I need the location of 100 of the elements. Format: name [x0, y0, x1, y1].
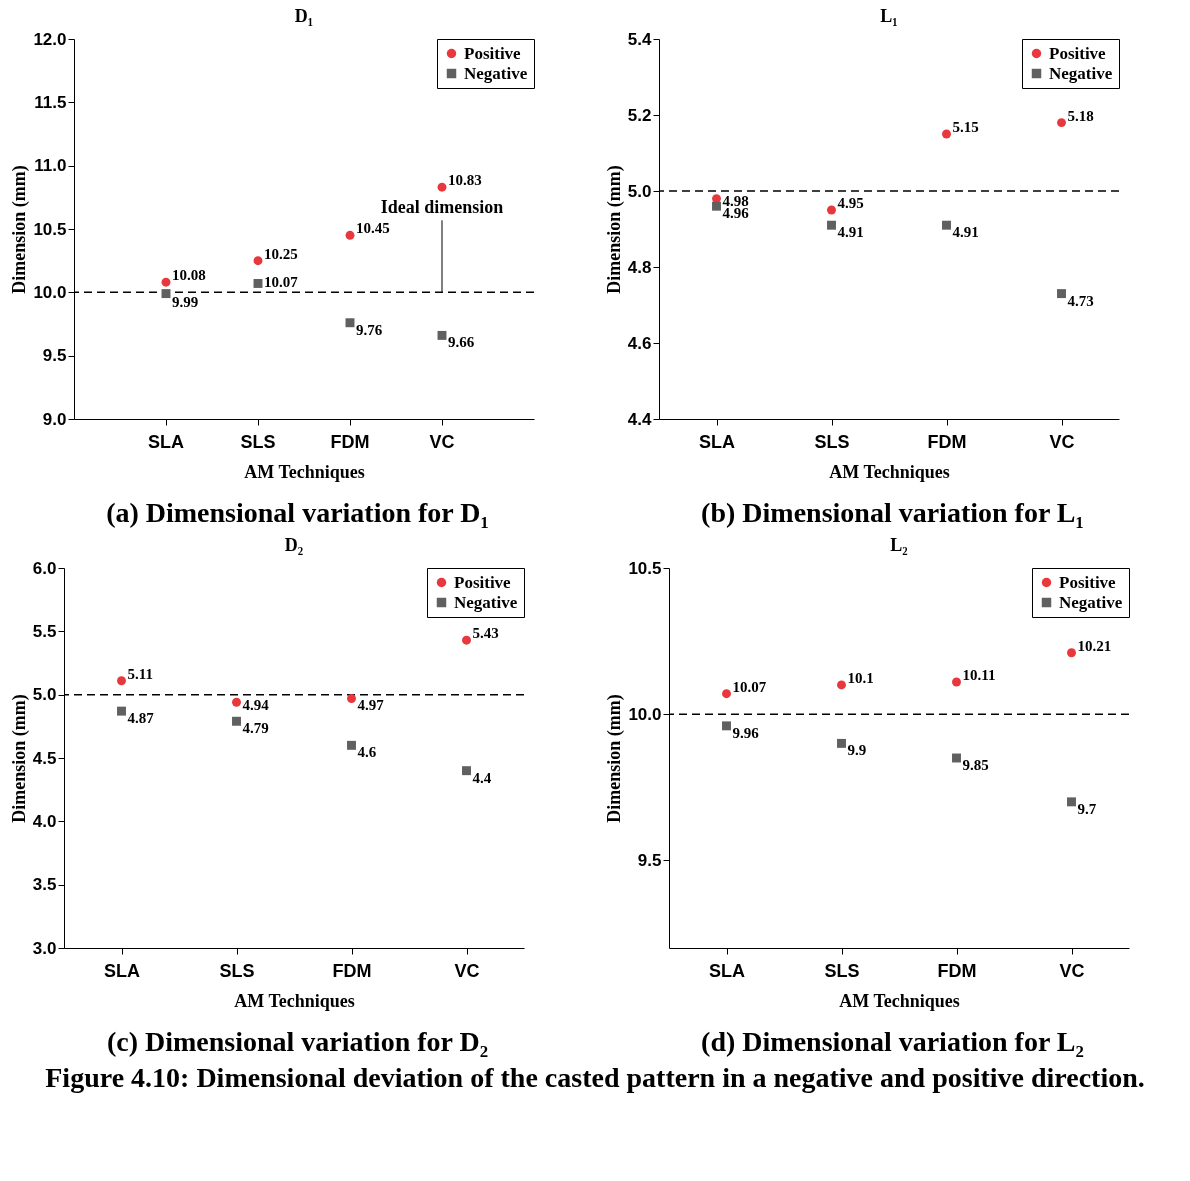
legend-label: Positive: [1059, 572, 1117, 592]
point: [117, 676, 126, 686]
data-label: 10.25: [264, 245, 298, 262]
y-tick-label: 11.0: [34, 156, 67, 176]
x-tick-label: FDM: [927, 431, 967, 452]
point: [232, 697, 241, 707]
data-label: 9.76: [356, 321, 383, 338]
data-label: 10.83: [448, 172, 482, 189]
data-label: 5.11: [127, 665, 153, 682]
y-tick-label: 4.5: [32, 748, 57, 768]
data-label: 9.9: [847, 742, 867, 759]
y-tick-label: 5.2: [627, 105, 652, 125]
y-tick-label: 12.0: [33, 29, 67, 49]
chart-title: L₂: [890, 535, 908, 555]
y-tick-label: 10.5: [33, 219, 67, 239]
data-label: 4.91: [837, 224, 864, 241]
point: [722, 689, 731, 699]
y-tick-label: 5.0: [627, 181, 652, 201]
data-label: 4.95: [837, 195, 864, 211]
data-label: 10.21: [1077, 637, 1112, 654]
legend-label: Negative: [1059, 592, 1123, 612]
x-tick-label: SLS: [219, 960, 255, 981]
data-label: 10.07: [732, 678, 767, 695]
data-label: 4.4: [472, 769, 492, 786]
x-tick-label: SLA: [699, 431, 735, 452]
x-tick-label: FDM: [937, 960, 977, 981]
y-tick-label: 5.0: [32, 685, 57, 705]
x-tick-label: SLA: [709, 960, 745, 981]
data-label: 10.07: [264, 274, 299, 291]
data-label: 4.87: [127, 710, 155, 727]
data-label: 5.18: [1067, 107, 1094, 124]
point: [837, 680, 846, 690]
data-label: 10.1: [847, 669, 874, 686]
legend-label: Negative: [454, 592, 518, 612]
x-tick-label: SLS: [240, 431, 276, 452]
y-tick-label: 4.6: [627, 333, 652, 353]
chart-title: L₁: [880, 6, 898, 26]
point: [942, 220, 951, 230]
data-label: 10.45: [356, 220, 390, 237]
data-label: 4.6: [357, 744, 377, 761]
y-tick-label: 4.8: [627, 257, 652, 277]
point: [232, 716, 241, 726]
point: [347, 740, 356, 750]
point: [462, 766, 471, 776]
point: [253, 256, 263, 266]
data-label: 10.08: [172, 267, 206, 284]
x-tick-label: VC: [454, 960, 480, 981]
y-axis-title: Dimension (mm): [604, 694, 626, 823]
point: [161, 289, 171, 299]
text: (a) Dimensional variation for D₁: [105, 497, 490, 529]
text: (c) Dimensional variation for D₂: [105, 1026, 490, 1058]
y-tick-label: 10.0: [628, 704, 662, 724]
chart-title: D₁: [294, 6, 314, 26]
x-tick-label: FDM: [330, 431, 370, 452]
x-axis-title: AM Techniques: [244, 461, 365, 482]
y-axis-title: Dimension (mm): [8, 694, 30, 823]
point: [1067, 797, 1076, 807]
point: [117, 706, 126, 716]
y-axis-title: Dimension (mm): [603, 165, 625, 294]
point: [161, 277, 171, 287]
text: (d) Dimensional variation for L₂: [700, 1026, 1085, 1058]
y-tick-label: 3.0: [32, 938, 57, 958]
y-tick-label: 9.5: [42, 346, 67, 366]
x-tick-label: VC: [1049, 431, 1075, 452]
y-tick-label: 5.4: [627, 29, 653, 49]
point: [1067, 648, 1076, 658]
x-tick-label: VC: [429, 431, 455, 452]
y-tick-label: 9.5: [637, 850, 662, 870]
x-tick-label: SLA: [148, 431, 184, 452]
point: [437, 330, 447, 340]
data-label: 9.96: [732, 724, 760, 741]
point: [1057, 289, 1066, 299]
point: [722, 721, 731, 731]
data-label: 9.85: [962, 757, 989, 773]
x-tick-label: SLS: [824, 960, 860, 981]
y-tick-label: 9.0: [42, 409, 67, 429]
legend-label: Positive: [454, 572, 512, 592]
x-tick-label: SLA: [104, 960, 140, 981]
point: [347, 694, 356, 703]
y-tick-label: 5.5: [32, 621, 57, 641]
legend-label: Negative: [464, 63, 528, 83]
annotation: Ideal dimension: [380, 197, 504, 218]
point: [952, 753, 961, 763]
point: [345, 230, 355, 240]
text: (b) Dimensional variation for L₁: [700, 497, 1085, 529]
y-axis-title: Dimension (mm): [9, 165, 31, 294]
x-tick-label: SLS: [814, 431, 850, 452]
y-tick-label: 11.5: [34, 92, 67, 112]
data-label: 4.73: [1067, 292, 1094, 309]
y-tick-label: 3.5: [32, 875, 57, 895]
y-tick-label: 6.0: [32, 558, 57, 578]
chart-title: D₂: [284, 535, 304, 555]
point: [827, 205, 836, 215]
point: [837, 738, 846, 748]
x-tick-label: VC: [1059, 960, 1085, 981]
data-label: 9.7: [1077, 800, 1097, 817]
data-label: 9.66: [448, 334, 475, 351]
data-label: 4.91: [952, 224, 979, 241]
point: [942, 129, 951, 139]
point: [712, 201, 721, 211]
